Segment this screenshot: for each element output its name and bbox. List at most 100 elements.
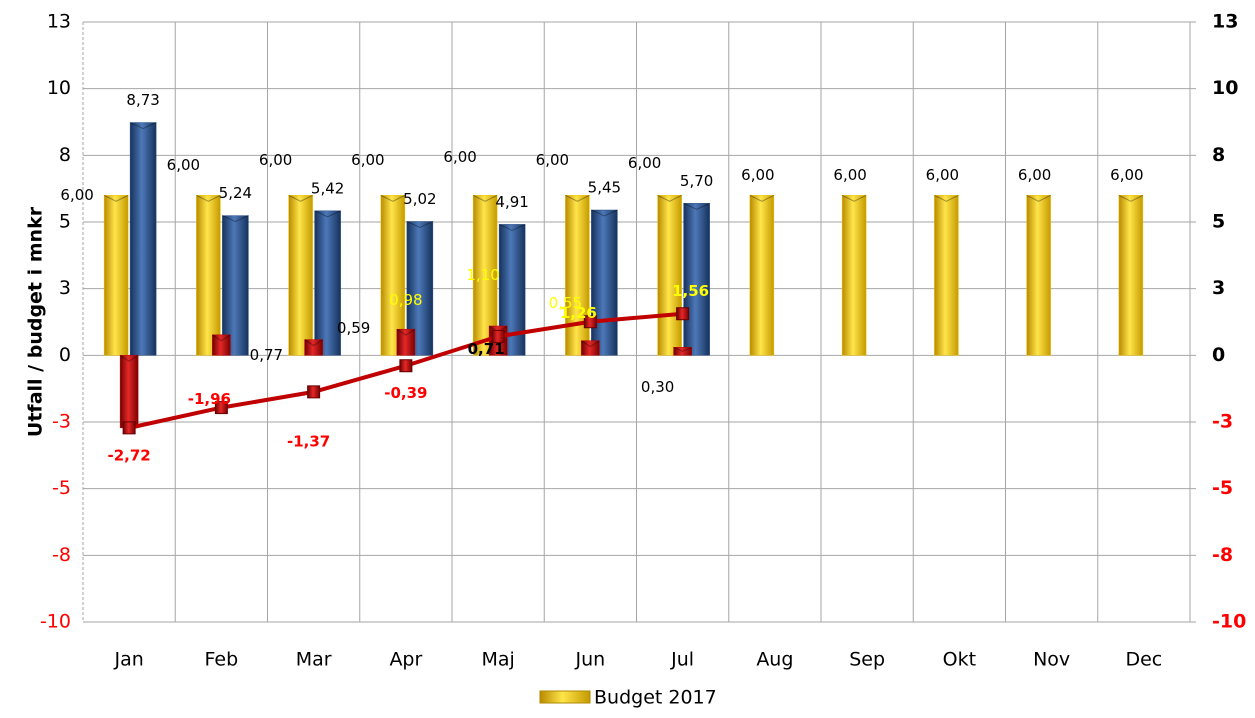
bar-bevel [657,194,682,202]
data-label: 0,71 [468,340,505,358]
bar [1118,195,1144,356]
y-tick-label: 5 [59,211,71,233]
data-label: 0,98 [389,291,422,309]
x-tick-label: Maj [481,649,514,671]
data-label: -1,96 [188,390,231,408]
bar [129,122,157,356]
bar-bevel [406,221,434,229]
y-tick-label: -8 [52,544,71,566]
bar [657,195,682,356]
x-tick-label: Aug [756,649,793,671]
bar-bevel [103,194,129,202]
bar [380,195,406,356]
data-label: 6,00 [1110,166,1143,184]
x-tick-label: Feb [205,649,239,671]
data-label: 6,00 [1018,166,1051,184]
x-tick-label: Mar [296,649,332,671]
data-label: 1,10 [466,266,499,284]
data-label: 5,70 [680,172,713,190]
data-label: 5,45 [588,179,621,197]
y2-tick-label: -3 [1212,411,1233,433]
data-label: 6,00 [741,166,774,184]
data-label: -1,37 [287,432,330,450]
y-tick-label: 13 [47,11,71,33]
bar-bevel [212,334,231,342]
x-tick-label: Jul [670,649,694,671]
data-label: 5,24 [219,184,252,202]
data-label: 0,77 [250,346,283,364]
bar [314,210,341,356]
y2-tick-label: 10 [1212,77,1238,99]
bar [673,347,692,356]
bar [1026,195,1051,356]
bar-bevel [749,194,775,202]
data-label: 6,00 [628,154,661,172]
data-label: 0,55 [549,294,582,312]
line-marker [122,421,136,435]
data-label: 0,59 [337,319,370,337]
bar-bevel [565,194,590,202]
y2-tick-label: 5 [1212,211,1225,233]
y2-tick-label: 0 [1212,344,1225,366]
bar-bevel [288,194,313,202]
bar [196,195,221,356]
bar-bevel [396,328,416,336]
bar-bevel [119,354,139,362]
data-label: 5,02 [403,190,436,208]
bar-bevel [581,340,600,348]
bar-bevel [304,339,323,347]
bar-bevel [934,194,959,202]
bar-bevel [196,194,221,202]
legend-label: Budget 2017 [594,687,717,709]
bar-bevel [498,223,526,231]
x-tick-label: Jun [575,649,606,671]
data-label: 1,56 [672,282,709,300]
bar-bevel [683,202,710,210]
bar [396,328,416,356]
bar [591,209,618,356]
data-label: 6,00 [167,156,200,174]
data-label: 6,00 [351,151,384,169]
bar-bevel [1118,194,1144,202]
line-marker [676,307,690,321]
bar [212,334,231,356]
bar-bevel [472,194,498,202]
bar [749,195,775,356]
y2-tick-label: -10 [1212,611,1246,633]
y2-tick-label: -8 [1212,544,1233,566]
bar [683,203,710,356]
bar-bevel [129,122,157,130]
bar-bevel [314,210,341,218]
legend-swatch [539,690,591,704]
data-label: 6,00 [926,166,959,184]
line-marker [399,359,413,373]
bar [288,195,313,356]
line-marker [491,329,505,343]
bar-bevel [591,209,618,217]
bar [581,340,600,356]
bar [222,215,249,356]
y-tick-label: -3 [52,411,71,433]
y2-tick-label: 8 [1212,144,1225,166]
y2-tick-label: -5 [1212,477,1233,499]
bar [103,195,129,356]
y-tick-label: -10 [40,611,71,633]
data-label: 6,00 [833,166,866,184]
data-label: 6,00 [259,151,292,169]
data-label: 0,30 [641,378,674,396]
bar [934,195,959,356]
bar [565,195,590,356]
bar [304,339,323,356]
bar-bevel [673,346,692,352]
x-tick-label: Dec [1125,649,1162,671]
line-marker [307,385,321,399]
bar [841,195,867,356]
bar-bevel [222,215,249,223]
y2-tick-label: 3 [1212,277,1225,299]
bar-bevel [1026,194,1051,202]
y2-tick-label: 13 [1212,11,1238,33]
x-tick-label: Nov [1033,649,1070,671]
y-tick-label: -5 [52,477,71,499]
data-label: 1,26 [560,304,597,322]
